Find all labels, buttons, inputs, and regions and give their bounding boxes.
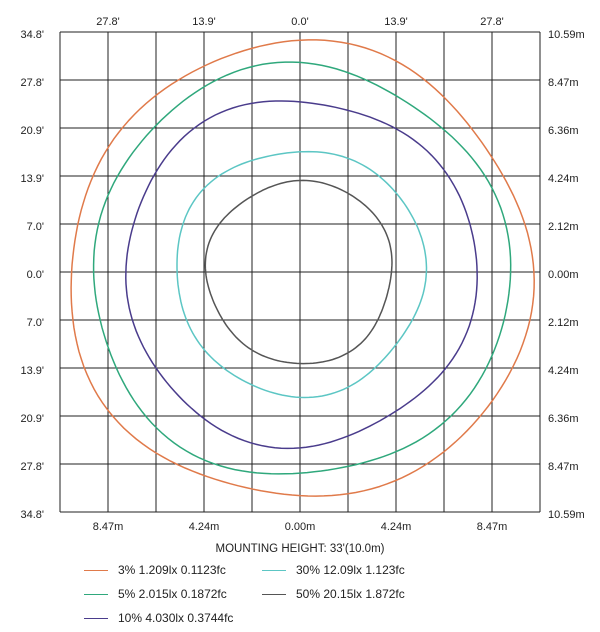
left-tick: 13.9' bbox=[20, 173, 44, 185]
top-tick: 0.0' bbox=[291, 16, 308, 28]
isolux-contour-3 bbox=[176, 150, 428, 399]
grid bbox=[59, 31, 541, 513]
bottom-tick: 0.00m bbox=[285, 521, 316, 533]
right-tick: 10.59m bbox=[548, 29, 585, 41]
bottom-axis-ticks: 8.47m 4.24m 0.00m 4.24m 8.47m bbox=[93, 521, 508, 533]
top-axis-ticks: 27.8' 13.9' 0.0' 13.9' 27.8' bbox=[96, 16, 504, 28]
right-tick: 10.59m bbox=[548, 509, 585, 521]
bottom-tick: 4.24m bbox=[381, 521, 412, 533]
left-tick: 34.8' bbox=[20, 29, 44, 41]
left-tick: 0.0' bbox=[27, 269, 44, 281]
right-tick: 0.00m bbox=[548, 269, 579, 281]
right-axis-ticks: 10.59m 8.47m 6.36m 4.24m 2.12m 0.00m 2.1… bbox=[548, 29, 585, 521]
isolux-contour-0 bbox=[70, 39, 535, 497]
mounting-height-caption: MOUNTING HEIGHT: 33'(10.0m) bbox=[216, 543, 385, 555]
left-tick: 34.8' bbox=[20, 509, 44, 521]
bottom-tick: 8.47m bbox=[93, 521, 124, 533]
right-tick: 6.36m bbox=[548, 125, 579, 137]
right-tick: 4.24m bbox=[548, 173, 579, 185]
left-tick: 13.9' bbox=[20, 365, 44, 377]
right-tick: 8.47m bbox=[548, 461, 579, 473]
left-axis-ticks: 34.8' 27.8' 20.9' 13.9' 7.0' 0.0' 7.0' 1… bbox=[20, 29, 44, 521]
left-tick: 7.0' bbox=[27, 317, 44, 329]
right-tick: 8.47m bbox=[548, 77, 579, 89]
right-tick: 4.24m bbox=[548, 365, 579, 377]
left-tick: 27.8' bbox=[20, 461, 44, 473]
top-tick: 27.8' bbox=[480, 16, 504, 28]
left-tick: 27.8' bbox=[20, 77, 44, 89]
left-tick: 20.9' bbox=[20, 413, 44, 425]
bottom-tick: 8.47m bbox=[477, 521, 508, 533]
right-tick: 2.12m bbox=[548, 317, 579, 329]
left-tick: 7.0' bbox=[27, 221, 44, 233]
isolux-contour-2 bbox=[125, 100, 478, 450]
isolux-contours bbox=[70, 39, 535, 497]
right-tick: 6.36m bbox=[548, 413, 579, 425]
isolux-contour-4 bbox=[204, 179, 393, 365]
isolux-contour-1 bbox=[92, 61, 512, 475]
top-tick: 13.9' bbox=[192, 16, 216, 28]
top-tick: 27.8' bbox=[96, 16, 120, 28]
right-tick: 2.12m bbox=[548, 221, 579, 233]
left-tick: 20.9' bbox=[20, 125, 44, 137]
bottom-tick: 4.24m bbox=[189, 521, 220, 533]
top-tick: 13.9' bbox=[384, 16, 408, 28]
